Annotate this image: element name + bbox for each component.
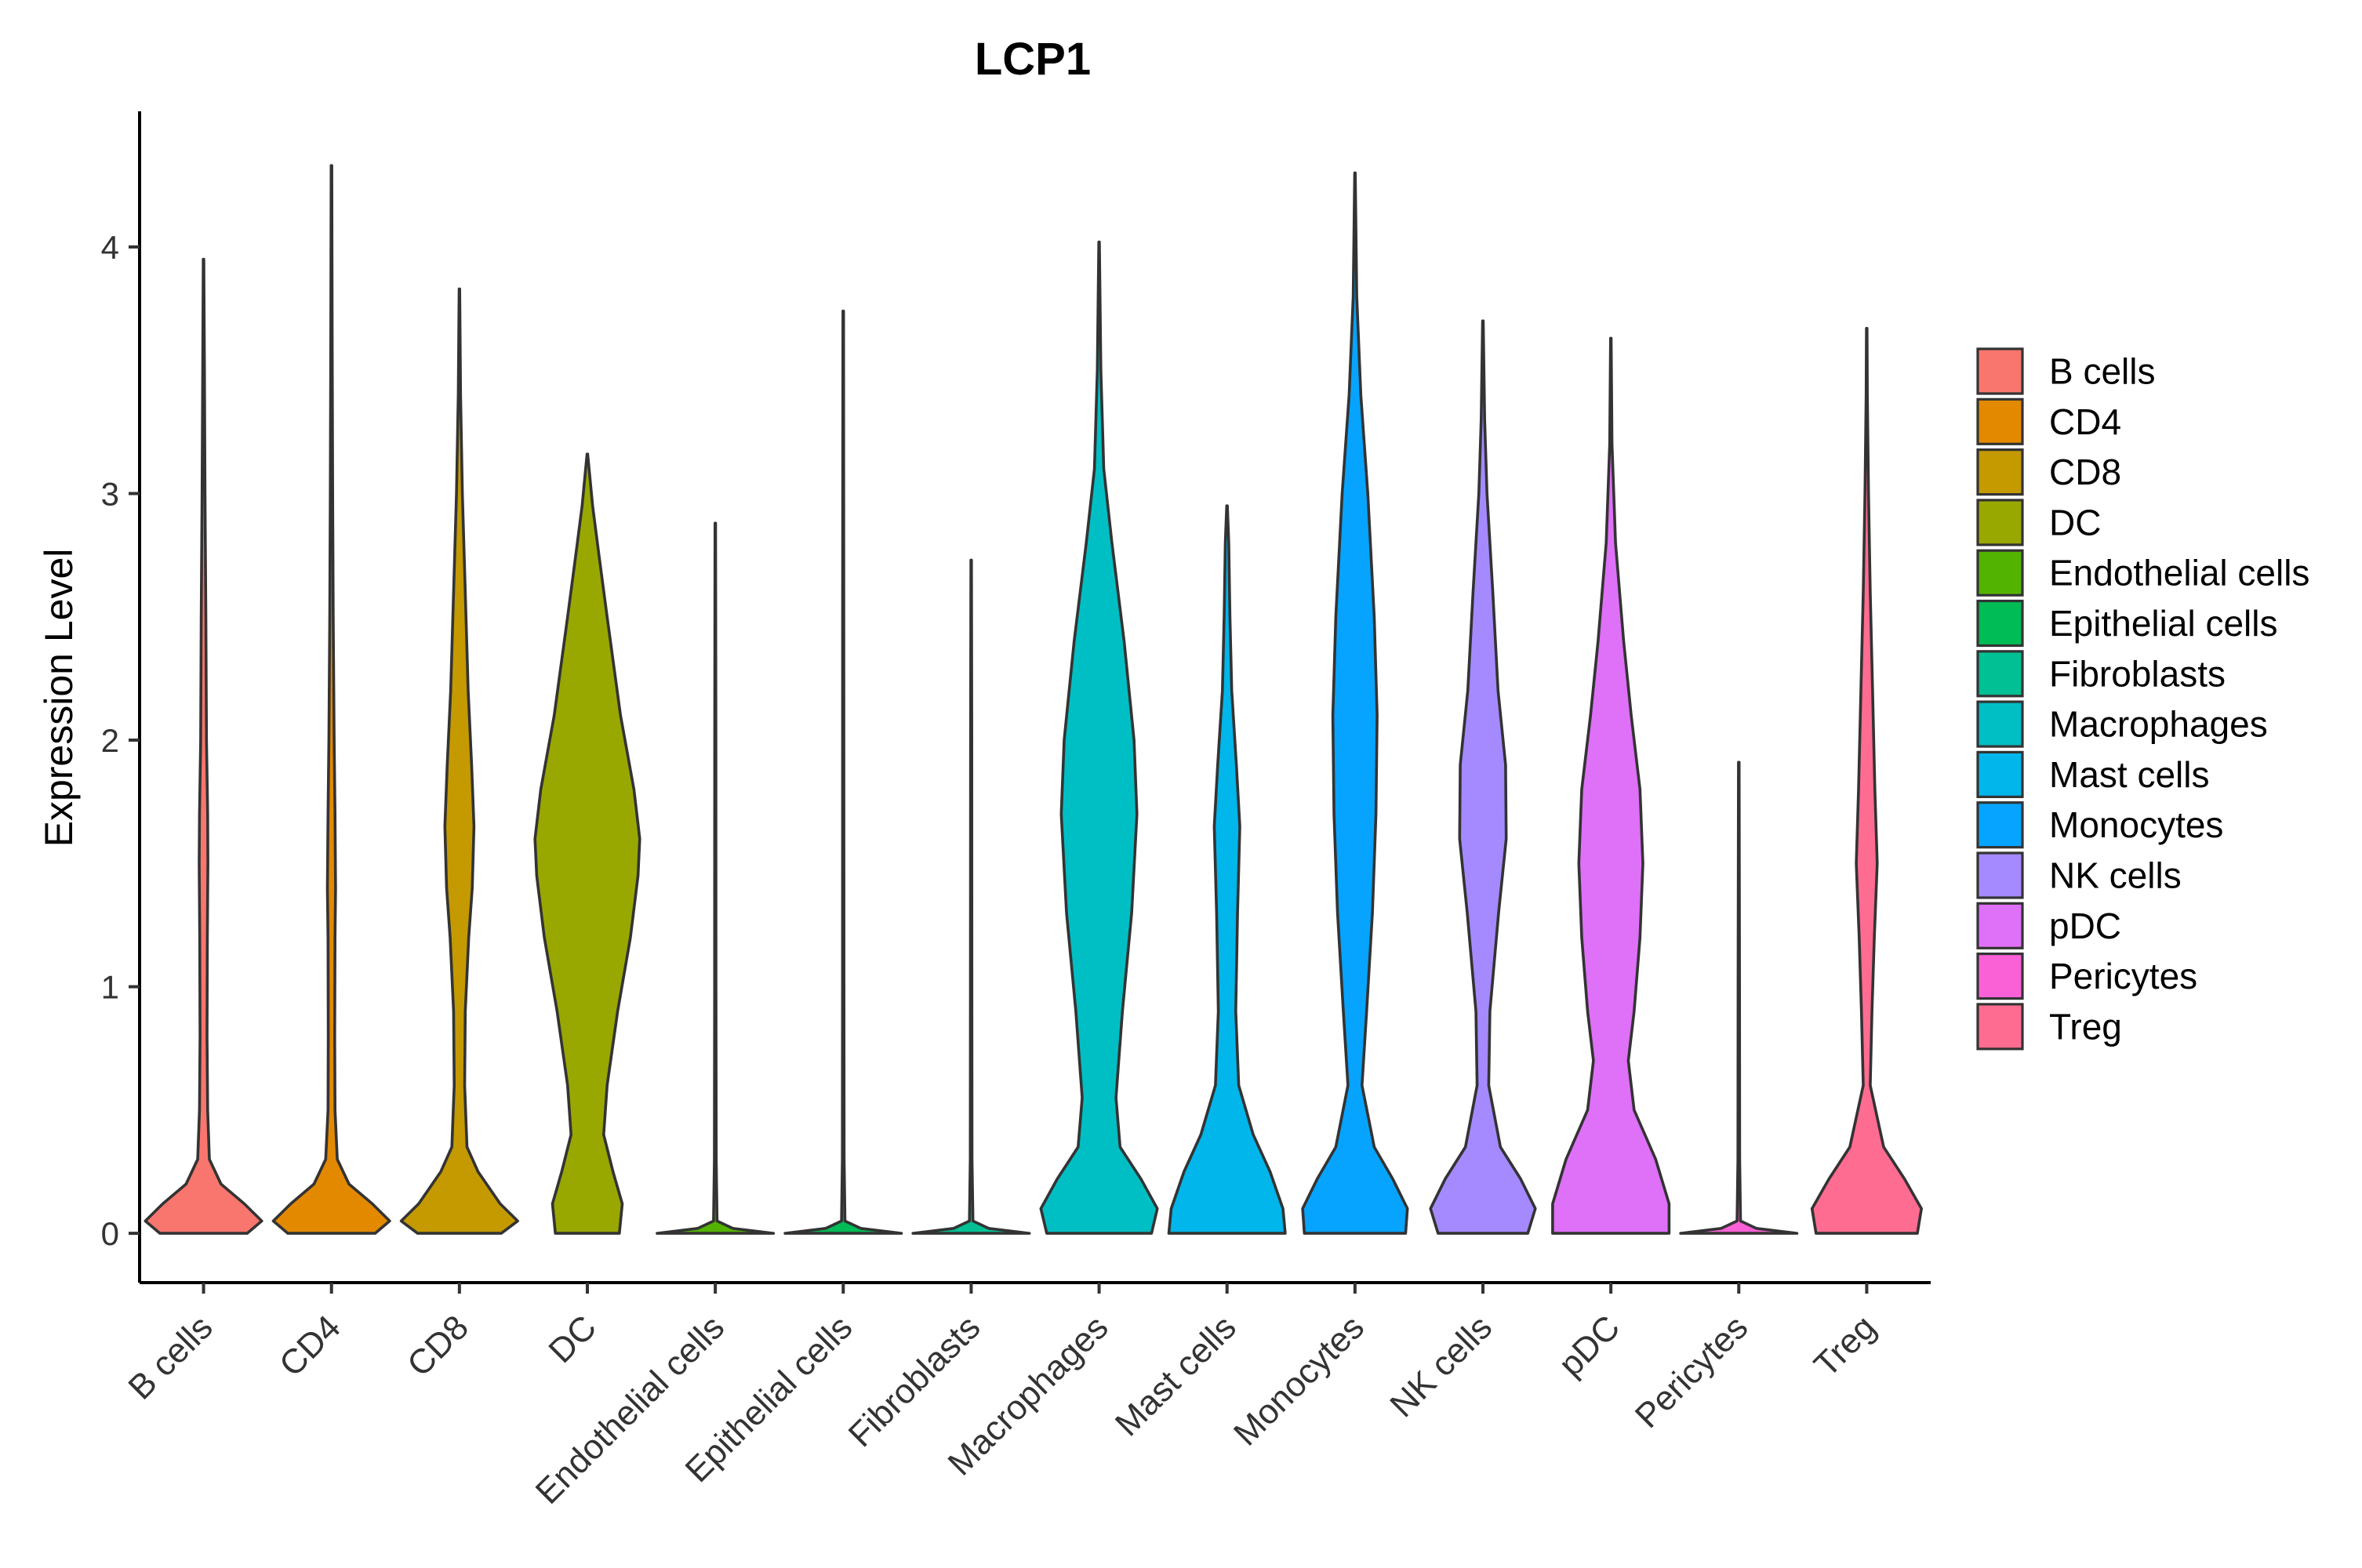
legend-key — [1976, 397, 2024, 445]
violin-macrophages — [1039, 240, 1159, 1235]
legend-label: Epithelial cells — [2049, 603, 2277, 644]
legend-key — [1976, 650, 2024, 698]
legend-label: CD8 — [2049, 452, 2121, 492]
legend-label: Endothelial cells — [2049, 553, 2309, 593]
legend-label: Monocytes — [2049, 804, 2223, 845]
violin-dc — [533, 452, 641, 1235]
violin-pdc — [1551, 336, 1671, 1235]
y-axis-label: Expression Level — [37, 549, 81, 848]
legend-key — [1976, 347, 2024, 395]
legend-label: NK cells — [2049, 855, 2182, 896]
legend-key — [1976, 499, 2024, 546]
violin-endothelial-cells — [656, 521, 776, 1235]
violin-nk-cells — [1429, 319, 1537, 1235]
legend-key — [1976, 1003, 2024, 1051]
violin-mast-cells — [1167, 504, 1287, 1235]
chart-title: LCP1 — [975, 34, 1091, 85]
legend-label: CD4 — [2049, 401, 2121, 442]
violins-group — [144, 164, 1923, 1235]
violin-pericytes — [1679, 760, 1799, 1235]
legend-label: Fibroblasts — [2049, 653, 2226, 694]
y-tick-label: 0 — [101, 1215, 119, 1252]
violin-cd8 — [399, 287, 519, 1235]
violin-cd4 — [271, 164, 391, 1235]
legend-label: pDC — [2049, 906, 2121, 946]
legend-key — [1976, 801, 2024, 849]
violin-b-cells — [144, 257, 263, 1235]
violin-fibroblasts — [911, 558, 1031, 1235]
legend-label: Macrophages — [2049, 704, 2268, 745]
legend-label: B cells — [2049, 351, 2155, 392]
legend-key — [1976, 700, 2024, 748]
y-tick-label: 3 — [101, 476, 119, 513]
legend-key — [1976, 902, 2024, 949]
legend-key — [1976, 448, 2024, 496]
legend-label: Pericytes — [2049, 956, 2197, 996]
legend-label: Treg — [2049, 1006, 2122, 1047]
legend-label: Mast cells — [2049, 754, 2209, 795]
violin-epithelial-cells — [783, 310, 903, 1235]
legend-key — [1976, 599, 2024, 648]
y-tick-label: 2 — [101, 722, 119, 759]
violin-monocytes — [1301, 171, 1409, 1235]
legend-key — [1976, 851, 2024, 899]
y-tick-label: 1 — [101, 969, 119, 1006]
legend-key — [1976, 952, 2024, 1000]
legend-label: DC — [2049, 502, 2101, 543]
legend-key — [1976, 750, 2024, 799]
y-tick-label: 4 — [101, 229, 119, 266]
legend: B cells CD4 CD8 DC Endothelial cells Epitheli… — [1976, 347, 2309, 1051]
legend-key — [1976, 549, 2024, 597]
violin-treg — [1810, 327, 1923, 1235]
